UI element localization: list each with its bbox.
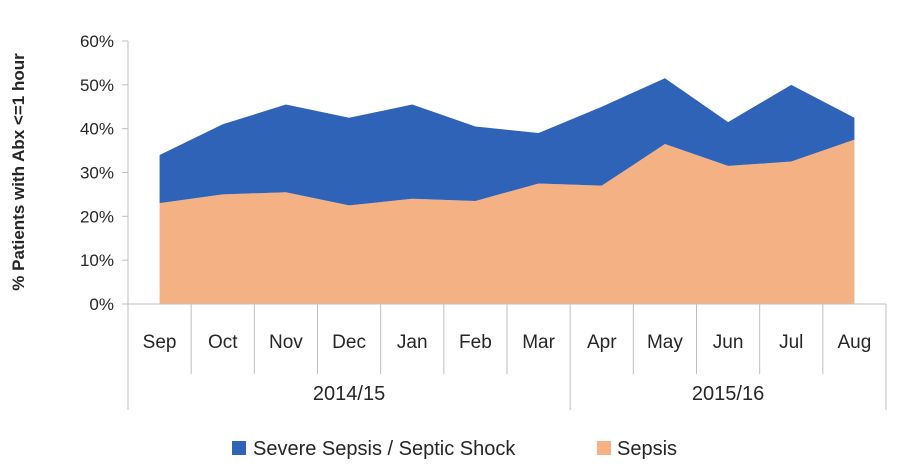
legend-label: Severe Sepsis / Septic Shock xyxy=(253,438,516,460)
x-tick-label: Jan xyxy=(397,332,428,353)
x-tick-label: Apr xyxy=(587,332,617,353)
x-tick-label: May xyxy=(647,332,683,353)
x-tick-label: Feb xyxy=(459,332,492,353)
area-series-sepsis xyxy=(159,139,855,304)
x-axis: Sep Oct Nov Dec Jan Feb Mar Apr May Jun Jul Aug 2014… xyxy=(127,303,887,410)
plot-area xyxy=(159,78,855,304)
x-tick-label: Jun xyxy=(713,332,744,353)
x-tick-label: Nov xyxy=(269,332,303,353)
y-tick-label: 30% xyxy=(80,164,114,183)
x-tick-label: Mar xyxy=(522,332,555,353)
legend-swatch xyxy=(597,441,611,455)
x-tick-label: Dec xyxy=(332,332,366,353)
legend: Severe Sepsis / Septic Shock Sepsis xyxy=(232,438,677,460)
y-tick-label: 60% xyxy=(80,32,114,51)
y-tick-label: 50% xyxy=(80,76,114,95)
x-tick-label: Aug xyxy=(838,332,872,353)
y-tick-label: 20% xyxy=(80,207,114,226)
x-tick-label: Sep xyxy=(143,332,177,353)
y-tick-label: 40% xyxy=(80,120,114,139)
x-group-label: 2015/16 xyxy=(692,383,764,405)
x-tick-label: Jul xyxy=(779,332,803,353)
legend-label: Sepsis xyxy=(617,438,677,460)
x-tick-label: Oct xyxy=(208,332,238,353)
y-axis-ticks: 0% 10% 20% 30% 40% 50% 60% xyxy=(80,32,129,314)
x-group-label: 2014/15 xyxy=(313,383,385,405)
y-tick-label: 0% xyxy=(89,295,114,314)
y-tick-label: 10% xyxy=(80,251,114,270)
y-axis-label: % Patients with Abx <=1 hour xyxy=(9,53,28,291)
area-series-severe-sepsis-septic-shock xyxy=(159,78,855,206)
legend-swatch xyxy=(232,441,246,455)
